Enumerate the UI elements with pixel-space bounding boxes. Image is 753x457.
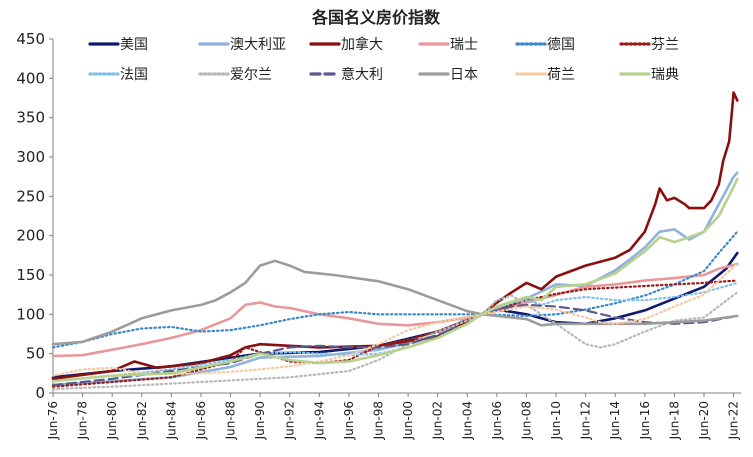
y-axis: 0 50 100 150 200 250 300 350 400 450 (16, 30, 54, 402)
legend-item: 意大利 (309, 66, 383, 83)
y-tick-label: 100 (16, 305, 45, 323)
legend-label: 爱尔兰 (230, 67, 272, 83)
legend-item: 美国 (88, 37, 148, 53)
x-tick-label: Jun-86 (194, 401, 208, 440)
legend-label: 瑞典 (651, 67, 679, 83)
series-line-8 (51, 303, 739, 387)
y-tick-label: 250 (16, 187, 45, 205)
legend-item: 法国 (88, 67, 148, 83)
legend-label: 法国 (120, 67, 148, 83)
legend-item: 日本 (418, 67, 478, 83)
chart-title: 各国名义房价指数 (311, 8, 441, 27)
x-tick-label: Jun-82 (135, 401, 149, 440)
x-tick-label: Jun-90 (253, 401, 267, 440)
x-tick-label: Jun-20 (697, 401, 711, 440)
series-line-10 (51, 262, 739, 377)
x-tick-label: Jun-02 (431, 401, 445, 440)
x-tick-label: Jun-08 (519, 401, 533, 440)
y-tick-label: 350 (16, 109, 45, 127)
legend-label: 瑞士 (450, 37, 478, 53)
legend-item: 瑞士 (418, 37, 478, 53)
x-tick-label: Jun-04 (460, 401, 474, 440)
series-line-7 (51, 291, 739, 391)
legend-label: 芬兰 (651, 37, 679, 53)
series-line-11 (51, 177, 739, 383)
legend-label: 澳大利亚 (230, 37, 286, 53)
x-tick-label: Jun-22 (727, 401, 741, 440)
series-line-5 (51, 279, 739, 388)
legend-item: 芬兰 (619, 37, 679, 53)
x-tick-label: Jun-10 (549, 401, 563, 440)
legend-label: 美国 (120, 37, 148, 53)
legend-label: 加拿大 (341, 36, 383, 53)
y-tick-label: 400 (16, 69, 45, 87)
x-tick-label: Jun-06 (490, 401, 504, 440)
x-tick-label: Jun-80 (105, 401, 119, 440)
x-tick-label: Jun-14 (608, 401, 622, 440)
legend-item: 爱尔兰 (198, 67, 272, 83)
x-tick-label: Jun-00 (401, 401, 415, 440)
y-tick-label: 50 (26, 345, 45, 363)
series-line-4 (51, 230, 739, 349)
legend-item: 瑞典 (619, 67, 679, 83)
legend-item: 澳大利亚 (198, 37, 286, 53)
x-tick-label: Jun-16 (638, 401, 652, 440)
series-layer (51, 91, 739, 391)
legend-label: 意大利 (341, 66, 383, 83)
x-tick-label: Jun-78 (76, 401, 90, 440)
legend-item: 荷兰 (515, 67, 575, 83)
y-tick-label: 0 (35, 384, 45, 402)
x-tick-label: Jun-94 (312, 401, 326, 440)
y-tick-label: 300 (16, 148, 45, 166)
x-tick-label: Jun-18 (667, 401, 681, 440)
x-tick-label: Jun-88 (224, 401, 238, 440)
x-tick-label: Jun-76 (46, 401, 60, 440)
legend-label: 德国 (547, 37, 575, 53)
series-line-9 (51, 259, 739, 346)
series-line-1 (51, 171, 739, 387)
x-tick-label: Jun-96 (342, 401, 356, 440)
y-tick-label: 450 (16, 30, 45, 48)
y-tick-label: 150 (16, 266, 45, 284)
legend-item: 加拿大 (309, 36, 383, 53)
legend-label: 日本 (450, 67, 478, 83)
legend-label: 荷兰 (547, 67, 575, 83)
legend-item: 德国 (515, 37, 575, 53)
x-tick-label: Jun-12 (579, 401, 593, 440)
y-tick-label: 200 (16, 227, 45, 245)
x-tick-label: Jun-92 (283, 401, 297, 440)
x-axis: Jun-76 Jun-78 Jun-80 Jun-82 Jun-84 Jun-86 Jun-… (46, 392, 741, 440)
series-line-3 (51, 262, 739, 358)
x-tick-label: Jun-98 (372, 401, 386, 440)
x-tick-label: Jun-84 (164, 401, 178, 440)
